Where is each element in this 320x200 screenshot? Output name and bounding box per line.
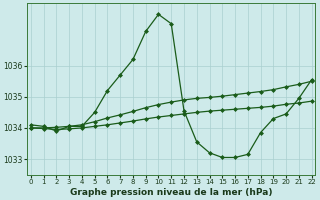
X-axis label: Graphe pression niveau de la mer (hPa): Graphe pression niveau de la mer (hPa): [70, 188, 272, 197]
